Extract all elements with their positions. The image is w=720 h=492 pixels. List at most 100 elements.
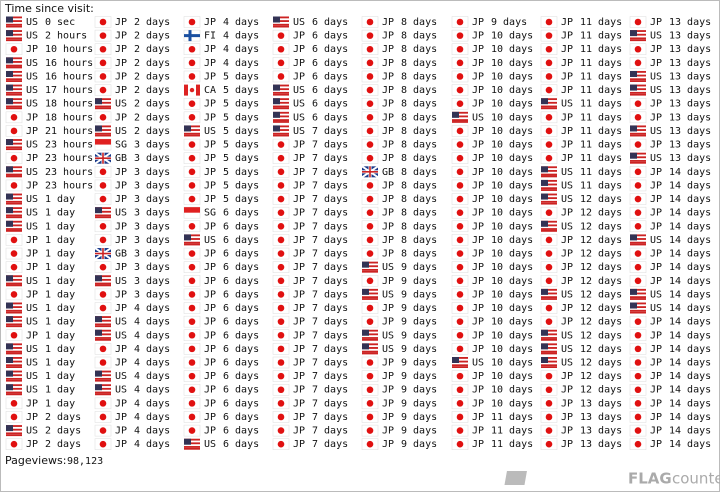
country-flag <box>629 16 647 28</box>
visit-entry: JP 7 days <box>272 438 348 450</box>
country-flag <box>451 397 469 410</box>
time-since: 4 days <box>134 398 170 409</box>
country-code: JP <box>115 262 127 273</box>
country-flag <box>629 397 647 410</box>
flag-disc <box>188 18 196 26</box>
flag-disc <box>99 345 107 353</box>
flag-stripe <box>95 129 111 131</box>
time-since: 3 days <box>134 262 170 273</box>
flag-canton <box>6 84 13 91</box>
visit-entry: JP 2 days <box>5 411 81 423</box>
country-code: JP <box>115 289 127 300</box>
time-since: 1 day <box>45 208 75 219</box>
flag-stripe <box>95 393 111 396</box>
flag-stripe <box>541 101 557 104</box>
flag-stripe <box>630 306 646 309</box>
flag-bg <box>452 357 468 368</box>
flag-disc <box>545 236 553 244</box>
visit-entry: JP 10 days <box>451 57 533 69</box>
visit-entry: US 9 days <box>362 343 437 355</box>
flag-disc <box>188 345 196 353</box>
flag-stripe <box>452 360 468 363</box>
country-flag <box>5 152 23 164</box>
time-since: 14 days <box>669 398 711 409</box>
country-code: CA <box>204 85 216 96</box>
visit-entry: US 6 days <box>184 438 259 450</box>
country-code: JP <box>472 99 484 110</box>
flag-disc <box>277 386 285 394</box>
flag-stripe <box>6 107 22 110</box>
visit-entry: JP 11 days <box>451 438 533 450</box>
flag-stripe <box>6 377 22 380</box>
visit-entry: JP 10 days <box>451 125 533 137</box>
visit-entry: JP 1 day <box>5 288 75 300</box>
country-code: JP <box>204 371 216 382</box>
country-flag <box>540 411 558 423</box>
country-flag <box>629 343 647 355</box>
country-code: JP <box>561 317 573 328</box>
country-flag <box>451 438 469 450</box>
country-code: US <box>472 112 484 123</box>
flag-stripe <box>95 216 111 219</box>
time-since: 10 days <box>491 371 533 382</box>
flag-disc <box>99 440 107 448</box>
flag-bg <box>6 207 22 219</box>
flag-disc <box>456 345 464 353</box>
flag-stripe <box>6 379 22 382</box>
country-flag <box>272 70 290 83</box>
flag-stripe <box>273 93 289 96</box>
visit-entry: JP 9 days <box>361 438 437 450</box>
flag-disc <box>634 372 642 380</box>
country-flag <box>451 383 469 396</box>
time-since: 10 days <box>491 398 533 409</box>
visit-entry: US 13 days <box>630 152 711 164</box>
country-code: JP <box>561 44 573 55</box>
flag-canton <box>362 343 369 350</box>
visit-entry: JP 10 days <box>451 43 533 55</box>
flag-canton <box>541 329 548 336</box>
visit-entry: JP 7 days <box>272 411 348 423</box>
flag-disc <box>188 154 196 162</box>
flag-stripe <box>273 121 289 123</box>
visit-entry: JP 7 days <box>272 138 348 151</box>
flag-stripe <box>95 377 111 380</box>
visit-entry: JP 2 days <box>94 70 170 82</box>
flag-stripe <box>273 23 289 26</box>
flag-canton <box>541 343 548 350</box>
flag-stripe <box>362 292 378 295</box>
country-code: JP <box>293 58 305 69</box>
time-since: 12 days <box>580 371 622 382</box>
visit-entry: JP 11 days <box>540 138 622 151</box>
country-flag <box>184 234 200 246</box>
country-code: JP <box>472 303 484 314</box>
country-code: JP <box>26 289 38 300</box>
flag-stripe <box>184 442 200 445</box>
time-since: 13 days <box>580 398 622 409</box>
visit-entry: JP 6 days <box>183 315 259 328</box>
country-flag <box>272 206 290 219</box>
flag-stripe <box>630 292 646 295</box>
visit-entry: JP 12 days <box>540 315 622 328</box>
time-since: 12 days <box>580 262 622 273</box>
country-code: JP <box>561 58 573 69</box>
country-code: US <box>382 289 394 300</box>
flag-stripe <box>541 296 557 299</box>
flag-stripe <box>630 125 646 128</box>
country-flag <box>451 329 469 342</box>
visit-entry: JP 4 days <box>183 16 259 28</box>
flag-canton <box>6 70 13 77</box>
country-flag <box>541 166 557 178</box>
time-since: 10 days <box>491 317 533 328</box>
flag-stripe <box>630 132 646 135</box>
country-code: JP <box>472 167 484 178</box>
flag-stripe <box>6 169 22 172</box>
time-since: 7 days <box>312 426 348 437</box>
time-since: 6 days <box>223 235 259 246</box>
visit-entry: US 16 hours <box>6 70 93 82</box>
time-since: 7 days <box>312 344 348 355</box>
time-since: 10 days <box>491 235 533 246</box>
flag-stripe <box>6 175 22 178</box>
flag-stripe <box>6 37 22 40</box>
country-flag <box>5 411 23 423</box>
visit-entry: JP 10 days <box>451 206 533 219</box>
